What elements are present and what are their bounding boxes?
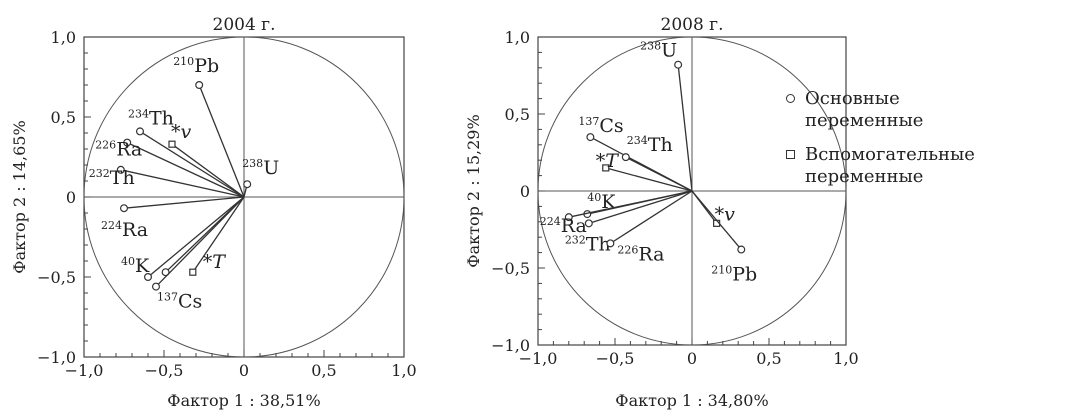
y-axis-label: Фактор 2 : 14,65% xyxy=(10,120,29,273)
main-variable-point xyxy=(123,138,132,147)
point-label: *T xyxy=(596,150,620,172)
legend-label-aux: Вспомогательные переменные xyxy=(805,144,975,187)
chart-title: 2008 г. xyxy=(661,15,724,35)
point-label: 224Ra xyxy=(540,215,587,237)
point-label: *v xyxy=(171,121,192,143)
auxiliary-variable-point xyxy=(602,164,610,172)
x-axis-label: Фактор 1 : 34,80% xyxy=(615,391,768,410)
y-tick-label: −0,5 xyxy=(491,259,530,278)
point-label: 137Cs xyxy=(578,115,623,137)
y-tick-label: 0,5 xyxy=(51,108,76,127)
variable-vector xyxy=(677,64,693,192)
x-tick-label: 1,0 xyxy=(833,349,858,368)
main-variable-point xyxy=(119,204,128,213)
main-variable-point xyxy=(243,180,252,189)
variable-vector xyxy=(568,190,693,218)
variable-vector xyxy=(691,190,742,250)
variable-vector xyxy=(120,169,245,198)
y-tick-label: 0 xyxy=(520,182,530,201)
variable-vector xyxy=(588,190,693,224)
point-label: 238U xyxy=(242,157,279,179)
x-tick-label: −1,0 xyxy=(519,349,558,368)
x-tick-label: 0,5 xyxy=(756,349,781,368)
legend-item-main: Основные переменные xyxy=(786,88,1082,132)
y-tick-label: 1,0 xyxy=(51,28,76,47)
variable-vector xyxy=(192,196,245,273)
x-tick-label: 1,0 xyxy=(391,361,416,380)
main-variable-point xyxy=(674,60,683,69)
variable-vector xyxy=(605,167,693,192)
x-tick-label: 0 xyxy=(687,349,697,368)
x-tick-label: −0,5 xyxy=(145,361,184,380)
legend: Основные переменные Вспомогательные пере… xyxy=(786,88,1082,200)
x-axis-label: Фактор 1 : 38,51% xyxy=(167,391,320,410)
point-label: 224Ra xyxy=(101,219,148,241)
main-variable-point xyxy=(737,245,746,254)
y-tick-label: 1,0 xyxy=(505,28,530,47)
point-label: 137Cs xyxy=(157,291,202,313)
point-label: 210Pb xyxy=(173,55,219,77)
y-tick-label: 0,5 xyxy=(505,105,530,124)
main-variable-point xyxy=(161,268,170,277)
variable-vector xyxy=(147,196,245,278)
legend-item-aux: Вспомогательные переменные xyxy=(786,144,1082,188)
chart-title: 2004 г. xyxy=(213,15,276,35)
y-axis-label: Фактор 2 : 15,29% xyxy=(464,114,483,267)
chart-panel-1: −1,0 −0,5 0 0,5 1,0 −1,0 −0,5 0 0,5 1,0 2008 г. Фак… xyxy=(464,15,859,410)
point-label: 226Ra xyxy=(95,139,142,161)
variable-vector xyxy=(625,156,693,192)
point-label: 232Th xyxy=(89,167,135,189)
main-variable-point xyxy=(606,239,615,248)
point-label: 210Pb xyxy=(711,264,757,286)
legend-label-main: Основные переменные xyxy=(805,88,924,131)
main-variable-point xyxy=(116,165,125,174)
variable-vector xyxy=(610,190,693,244)
y-tick-label: −0,5 xyxy=(37,268,76,287)
point-label: *T xyxy=(203,251,227,273)
main-variable-point xyxy=(144,273,153,282)
auxiliary-variable-point xyxy=(168,140,176,148)
variable-vector xyxy=(155,196,245,288)
main-variable-point xyxy=(586,133,595,142)
x-tick-label: 0 xyxy=(239,361,249,380)
main-variable-point xyxy=(195,80,204,89)
y-tick-label: −1,0 xyxy=(37,348,76,367)
variable-vector xyxy=(123,196,245,209)
main-variable-point xyxy=(621,153,630,162)
point-label: 234Th xyxy=(128,107,174,129)
circle-marker-icon xyxy=(786,94,795,103)
x-tick-label: 0,5 xyxy=(311,361,336,380)
point-label: 238U xyxy=(640,40,677,62)
point-label: 234Th xyxy=(627,134,673,156)
x-tick-label: −1,0 xyxy=(65,361,104,380)
auxiliary-variable-point xyxy=(189,268,197,276)
main-variable-point xyxy=(152,282,161,291)
variable-vector xyxy=(171,143,245,198)
point-label: *v xyxy=(715,203,736,225)
point-label: 232Th xyxy=(565,233,611,255)
point-label: 40K xyxy=(121,255,150,277)
variable-vector xyxy=(126,142,245,198)
main-variable-point xyxy=(564,213,573,222)
variable-vector xyxy=(198,84,245,198)
main-variable-point xyxy=(136,127,145,136)
y-tick-label: −1,0 xyxy=(491,336,530,355)
square-marker-icon xyxy=(786,150,795,159)
x-tick-label: −0,5 xyxy=(596,349,635,368)
y-tick-label: 0 xyxy=(66,188,76,207)
chart-panel-0: −1,0 −0,5 0 0,5 1,0 −1,0 −0,5 0 0,5 1,0 2004 г. Фак… xyxy=(10,15,417,410)
point-label: 40K xyxy=(587,191,616,213)
point-label: 226Ra xyxy=(617,243,664,265)
variable-vector xyxy=(139,130,245,198)
main-variable-point xyxy=(584,219,593,228)
